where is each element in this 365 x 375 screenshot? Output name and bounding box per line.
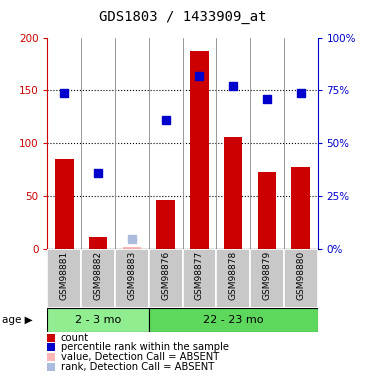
Bar xyxy=(224,137,242,249)
Bar xyxy=(291,167,310,249)
Text: GSM98876: GSM98876 xyxy=(161,251,170,300)
Bar xyxy=(47,308,149,332)
Text: value, Detection Call = ABSENT: value, Detection Call = ABSENT xyxy=(61,352,219,362)
Bar xyxy=(149,249,182,308)
Bar xyxy=(89,237,107,249)
Bar xyxy=(149,308,318,332)
Text: age ▶: age ▶ xyxy=(2,315,32,325)
Bar xyxy=(156,200,175,249)
Text: GSM98883: GSM98883 xyxy=(127,251,137,300)
Bar xyxy=(250,249,284,308)
Bar xyxy=(115,249,149,308)
Text: rank, Detection Call = ABSENT: rank, Detection Call = ABSENT xyxy=(61,362,214,372)
Bar xyxy=(123,247,141,249)
Bar xyxy=(182,249,216,308)
Text: GSM98880: GSM98880 xyxy=(296,251,305,300)
Text: GSM98878: GSM98878 xyxy=(228,251,238,300)
Text: GSM98877: GSM98877 xyxy=(195,251,204,300)
Text: 22 - 23 mo: 22 - 23 mo xyxy=(203,315,264,325)
Text: count: count xyxy=(61,333,89,342)
Bar xyxy=(284,249,318,308)
Text: GSM98879: GSM98879 xyxy=(262,251,272,300)
Text: 2 - 3 mo: 2 - 3 mo xyxy=(75,315,121,325)
Bar xyxy=(190,51,209,249)
Bar xyxy=(216,249,250,308)
Text: GSM98882: GSM98882 xyxy=(93,251,103,300)
Text: GSM98881: GSM98881 xyxy=(60,251,69,300)
Bar xyxy=(55,159,74,249)
Bar xyxy=(47,249,81,308)
Bar xyxy=(81,249,115,308)
Bar xyxy=(258,172,276,249)
Text: percentile rank within the sample: percentile rank within the sample xyxy=(61,342,229,352)
Text: GDS1803 / 1433909_at: GDS1803 / 1433909_at xyxy=(99,10,266,24)
